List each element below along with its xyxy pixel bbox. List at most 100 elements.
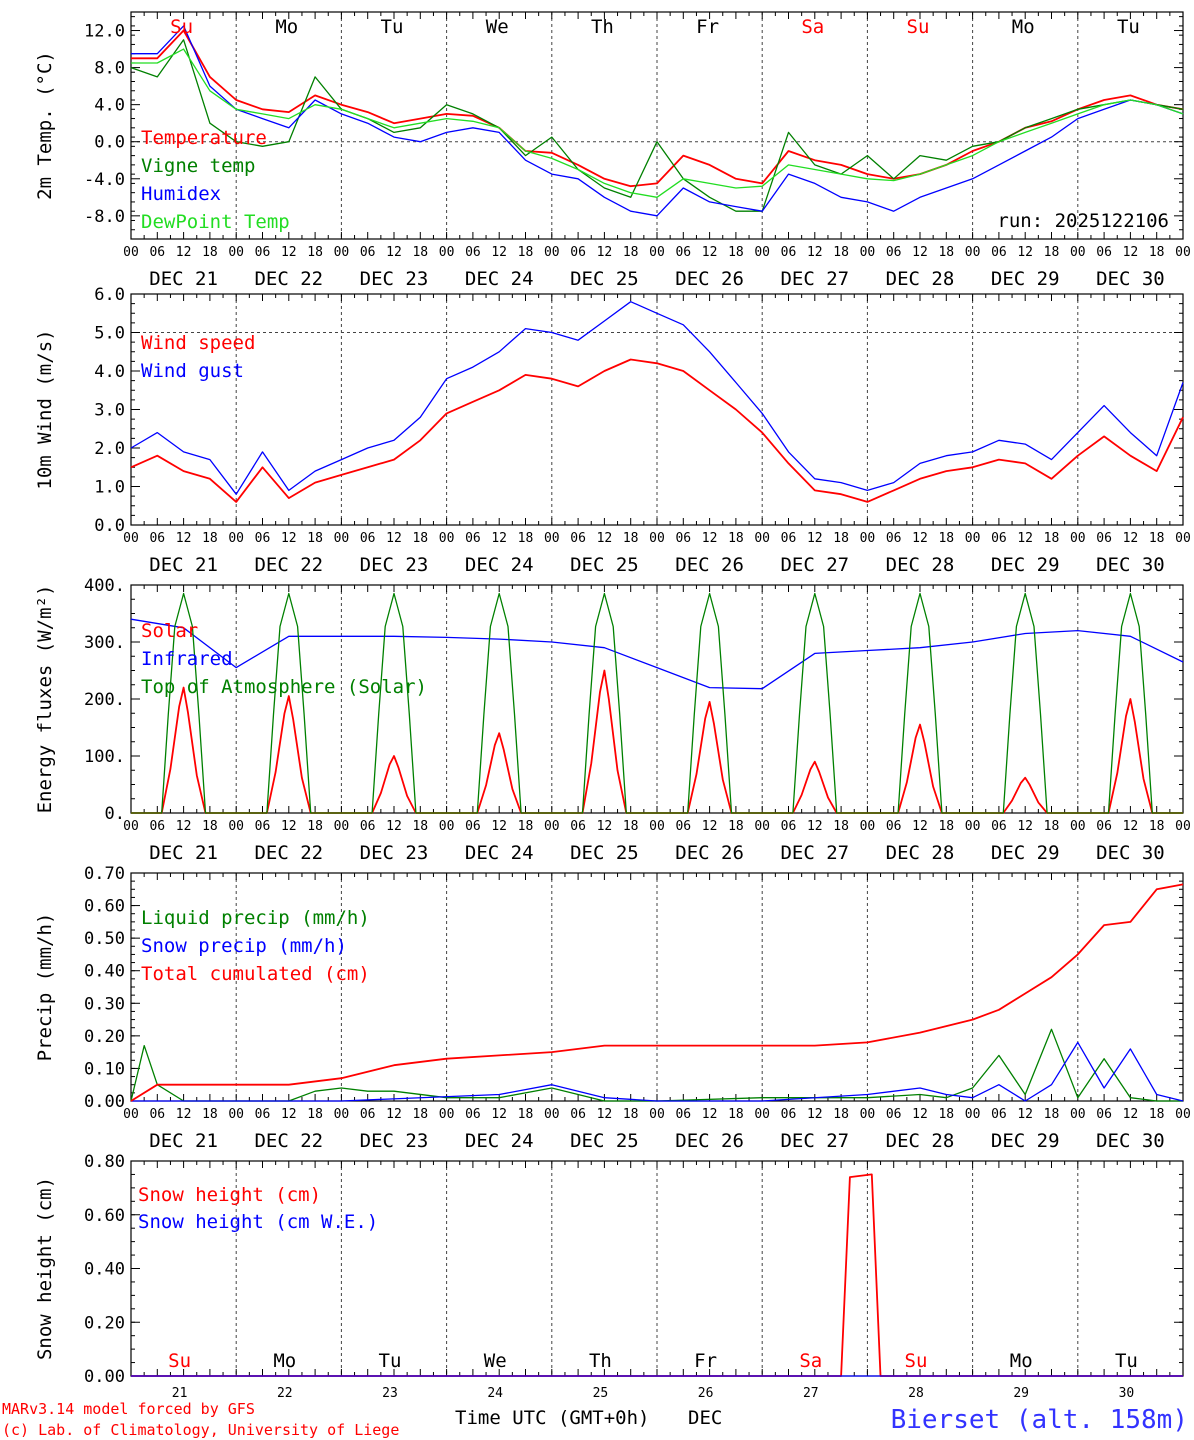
hour-label: 18 <box>412 819 428 834</box>
hour-label: 12 <box>1017 245 1033 260</box>
day-of-week-label: Su <box>170 16 193 38</box>
hour-label: 12 <box>597 819 613 834</box>
hour-label: 12 <box>386 531 402 546</box>
date-label: DEC 29 <box>991 1130 1060 1152</box>
hour-label: 06 <box>149 245 165 260</box>
date-label: DEC 27 <box>780 554 849 576</box>
date-label: DEC 25 <box>570 842 639 864</box>
hour-label: 06 <box>675 531 691 546</box>
hour-label: 06 <box>255 1107 271 1122</box>
hour-label: 06 <box>465 245 481 260</box>
hour-label: 06 <box>570 1107 586 1122</box>
hour-label: 06 <box>255 819 271 834</box>
hour-label: 00 <box>1175 1107 1191 1122</box>
y-tick-label: 0.10 <box>84 1059 125 1079</box>
hour-label: 18 <box>728 1107 744 1122</box>
hour-label: 12 <box>912 245 928 260</box>
day-of-week-label: Sa <box>799 1350 822 1372</box>
hour-label: 06 <box>991 1107 1007 1122</box>
hour-label: 00 <box>1070 245 1086 260</box>
hour-label: 12 <box>281 245 297 260</box>
date-label: DEC 25 <box>570 1130 639 1152</box>
date-label: DEC 24 <box>465 1130 534 1152</box>
hour-label: 06 <box>570 245 586 260</box>
day-of-week-label: Mo <box>275 16 298 38</box>
hour-label: 18 <box>833 819 849 834</box>
hour-label: 12 <box>386 819 402 834</box>
y-tick-label: 0.20 <box>84 1027 125 1047</box>
series-line-total-cumulated-cm- <box>130 883 1184 1102</box>
series-line-snow-precip-mm-h- <box>131 1041 1184 1102</box>
hour-label: 06 <box>465 531 481 546</box>
hour-label: 12 <box>1017 531 1033 546</box>
date-label: DEC 23 <box>360 554 429 576</box>
series-line-infrared <box>130 618 1184 690</box>
panel-temp: 00 06 12 18 00 06 12 18 00 06 12 18 00 06 12 18 00 06 12 18… <box>34 11 1191 290</box>
date-label: DEC 30 <box>1096 1130 1165 1152</box>
y-tick-label: 3.0 <box>94 401 125 421</box>
hour-label: 12 <box>1017 819 1033 834</box>
date-label: DEC 22 <box>254 842 323 864</box>
hour-label: 06 <box>465 819 481 834</box>
hour-label: 00 <box>649 819 665 834</box>
hour-label: 00 <box>123 245 139 260</box>
credit-line-1: MARv3.14 model forced by GFS <box>2 1400 255 1418</box>
hour-label: 06 <box>781 245 797 260</box>
hour-label: 18 <box>1149 1107 1165 1122</box>
y-axis-label: Precip (mm/h) <box>34 913 56 1062</box>
hour-label: 00 <box>439 245 455 260</box>
hour-label: 12 <box>702 531 718 546</box>
hour-label: 00 <box>649 1107 665 1122</box>
hour-label: 06 <box>991 531 1007 546</box>
date-label: DEC 27 <box>780 268 849 290</box>
hour-label: 12 <box>1123 1107 1139 1122</box>
hour-label: 18 <box>1044 245 1060 260</box>
hour-label: 12 <box>281 819 297 834</box>
credit-line-2: (c) Lab. of Climatology, University of L… <box>2 1421 399 1439</box>
date-label: DEC 25 <box>570 268 639 290</box>
day-number-label: 28 <box>908 1386 924 1401</box>
day-of-week-label: Th <box>589 1350 612 1372</box>
hour-label: 00 <box>754 1107 770 1122</box>
hour-label: 00 <box>439 531 455 546</box>
legend-entry: Top of Atmosphere (Solar) <box>141 676 427 698</box>
day-of-week-label: Tu <box>381 16 404 38</box>
y-tick-label: 2.0 <box>94 439 125 459</box>
hour-label: 18 <box>728 819 744 834</box>
hour-label: 12 <box>1017 1107 1033 1122</box>
hour-label: 00 <box>860 1107 876 1122</box>
day-number-label: 27 <box>803 1386 819 1401</box>
hour-label: 06 <box>465 1107 481 1122</box>
date-label: DEC 26 <box>675 554 744 576</box>
hour-label: 12 <box>1123 245 1139 260</box>
day-number-label: 24 <box>487 1386 503 1401</box>
day-of-week-label: Mo <box>273 1350 296 1372</box>
legend-entry: Wind speed <box>141 332 255 354</box>
hour-label: 06 <box>360 245 376 260</box>
y-tick-label: 0.30 <box>84 994 125 1014</box>
date-label: DEC 25 <box>570 554 639 576</box>
legend-entry: Humidex <box>141 183 221 205</box>
hour-label: 06 <box>570 819 586 834</box>
hour-label: 18 <box>518 531 534 546</box>
y-tick-label: 0.20 <box>84 1313 125 1333</box>
day-of-week-label: We <box>484 1350 507 1372</box>
hour-label: 00 <box>228 819 244 834</box>
hour-label: 18 <box>938 245 954 260</box>
hour-label: 18 <box>728 245 744 260</box>
x-axis-month: DEC <box>688 1407 722 1429</box>
date-label: DEC 29 <box>991 268 1060 290</box>
hour-label: 00 <box>334 819 350 834</box>
hour-label: 18 <box>412 245 428 260</box>
y-tick-label: 4.0 <box>94 96 125 116</box>
hour-label: 12 <box>176 819 192 834</box>
hour-label: 00 <box>123 819 139 834</box>
hour-label: 12 <box>386 245 402 260</box>
date-label: DEC 22 <box>254 268 323 290</box>
hour-label: 12 <box>281 1107 297 1122</box>
hour-label: 06 <box>149 531 165 546</box>
hour-label: 00 <box>965 531 981 546</box>
y-tick-label: -4.0 <box>84 170 125 190</box>
hour-label: 00 <box>544 1107 560 1122</box>
hour-label: 00 <box>123 1107 139 1122</box>
